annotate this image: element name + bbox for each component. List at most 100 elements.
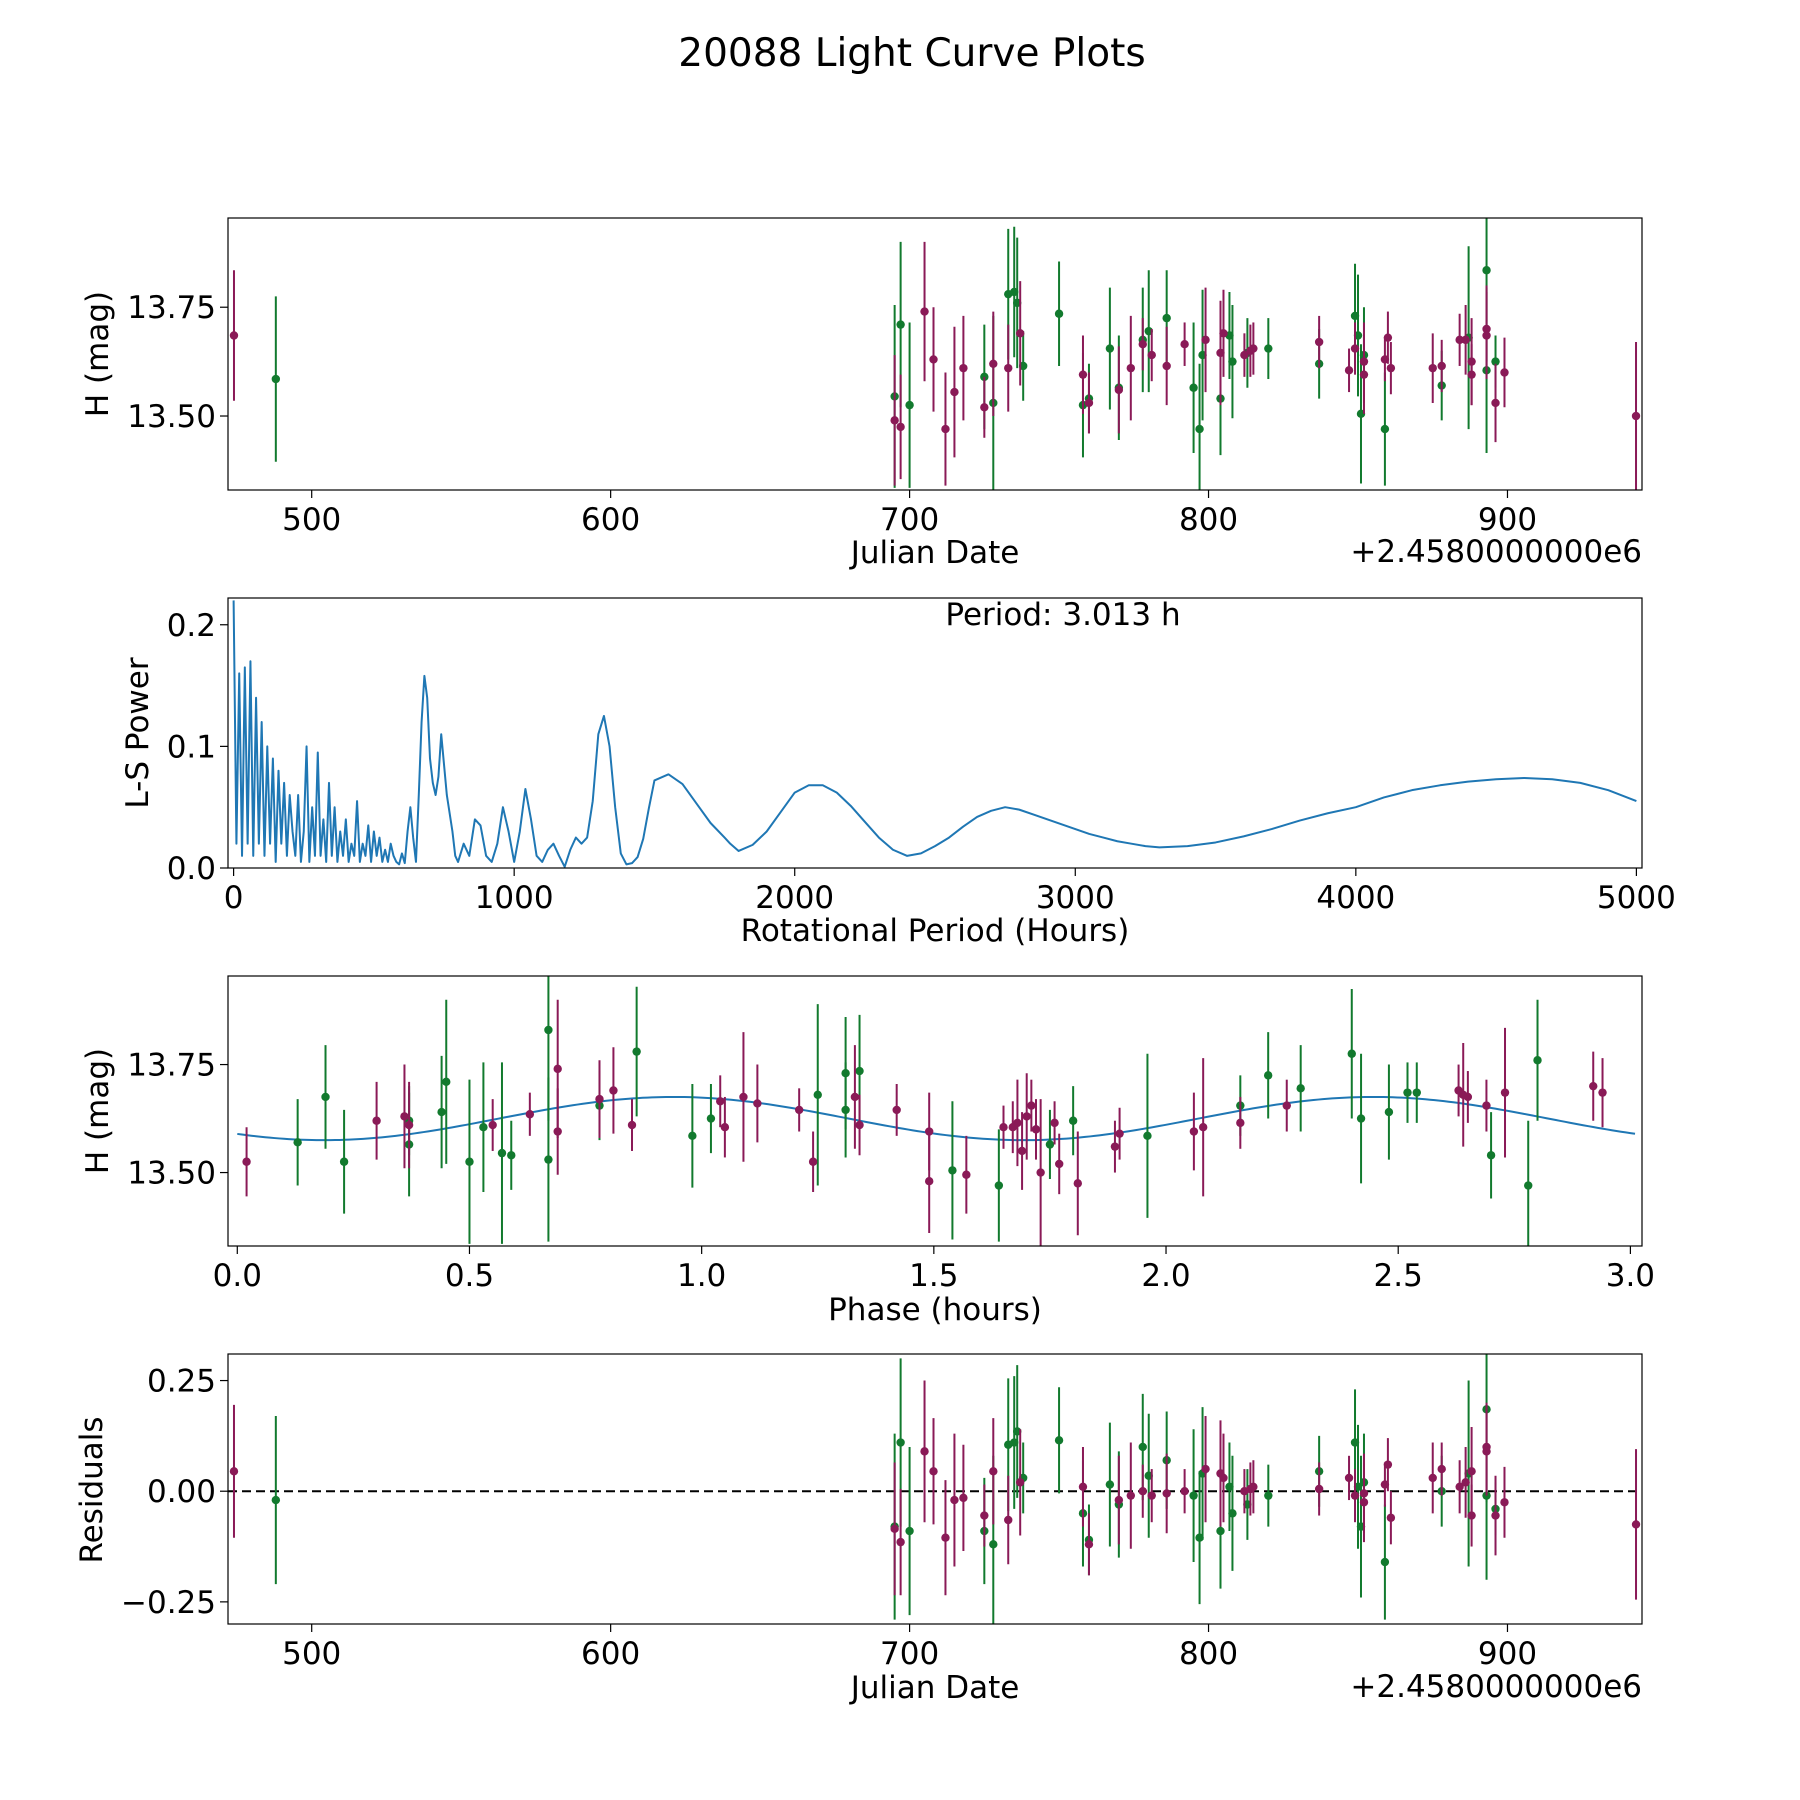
panel3-xtick-label: 0.5 [445, 1258, 494, 1294]
panel3-xtick-label: 2.0 [1141, 1258, 1190, 1294]
panel3-point-magenta [1013, 1118, 1022, 1128]
panel4-point-magenta [1455, 1482, 1464, 1491]
panel4-point-magenta [229, 1467, 239, 1476]
panel4-point-green [905, 1526, 914, 1536]
panel4-point-magenta [1249, 1482, 1258, 1491]
panel4-point-magenta [1359, 1498, 1369, 1507]
panel4-marks [228, 1354, 1642, 1624]
panel4-point-magenta [1201, 1464, 1210, 1474]
panel3-point-green [855, 1066, 864, 1076]
panel3-point-magenta [1073, 1179, 1082, 1188]
panel3-point-magenta [1198, 1123, 1208, 1132]
panel4-point-green [896, 1438, 905, 1447]
panel4-xtick-label: 600 [581, 1636, 640, 1672]
panel2-ylabel: L-S Power [120, 657, 156, 808]
panel4-point-green [1138, 1442, 1147, 1452]
panel1-point-magenta [980, 403, 989, 412]
panel3-point-magenta [1463, 1092, 1473, 1102]
panel4-point-magenta [1180, 1487, 1189, 1496]
panel4-point-magenta [929, 1467, 938, 1476]
panel4-point-magenta [1147, 1491, 1156, 1500]
panel2-marks [232, 600, 1637, 868]
panel3-ylabel: H (mag) [80, 1048, 116, 1174]
panel4-point-magenta [1084, 1540, 1094, 1549]
panel1-frame [227, 217, 1643, 491]
panel3-point-green [497, 1148, 507, 1158]
panel3-point-magenta [1036, 1168, 1045, 1177]
panel4-point-green [1380, 1557, 1390, 1567]
panel-periodogram: 0 1000 2000 3000 4000 5000 0.0 0.1 0.2 Period: 3… [120, 597, 1676, 949]
panel4-point-magenta [1461, 1478, 1470, 1487]
panel3-point-green [479, 1123, 488, 1132]
panel-residuals: 500 600 700 800 900 −0.25 0.00 0.25 Julian Date… [74, 1353, 1643, 1706]
panel2-xtick-label: 1000 [475, 880, 554, 916]
panel3-point-green [813, 1090, 822, 1100]
panel3-ticks: 0.0 0.5 1.0 1.5 2.0 2.5 3.0 13.50 13.75 [127, 1048, 1655, 1294]
panel3-point-magenta [553, 1127, 562, 1136]
panel3-point-green [1263, 1071, 1273, 1080]
panel1-point-magenta [1314, 337, 1324, 347]
panel4-point-magenta [1467, 1467, 1476, 1476]
panel3-point-magenta [924, 1177, 934, 1186]
panel3-point-green [293, 1138, 302, 1147]
panel1-point-magenta [1350, 344, 1360, 353]
panel4-xtick-label: 500 [282, 1636, 341, 1672]
panel3-marks [237, 976, 1636, 1246]
panel1-point-green [905, 400, 914, 410]
panel1-point-magenta [1240, 350, 1249, 360]
panel1-point-magenta [1455, 335, 1464, 345]
panel3-point-green [688, 1131, 697, 1141]
panel3-point-green [1045, 1140, 1055, 1149]
panel3-point-magenta [488, 1120, 497, 1130]
panel4-ticks: 500 600 700 800 900 −0.25 0.00 0.25 [121, 1364, 1537, 1672]
panel4-point-magenta [896, 1537, 905, 1547]
panel1-point-magenta [1491, 398, 1500, 408]
panel3-point-magenta [850, 1092, 860, 1102]
panel1-point-magenta [1180, 340, 1189, 349]
panel3-point-green [1296, 1084, 1305, 1093]
panel1-ticks: 500 600 700 800 900 13.50 13.75 [127, 290, 1537, 538]
panel3-ytick-label: 13.50 [127, 1156, 216, 1192]
panel3-point-magenta [1589, 1081, 1598, 1091]
panel1-point-magenta [941, 424, 950, 434]
panel3-point-magenta [1050, 1118, 1059, 1128]
panel1-point-green [1195, 424, 1204, 434]
panel3-point-green [1384, 1107, 1394, 1117]
panel1-point-magenta [1004, 363, 1013, 373]
panel4-point-magenta [1467, 1511, 1476, 1520]
panel4-ylabel: Residuals [74, 1416, 110, 1563]
panel1-point-green [1482, 266, 1491, 275]
panel3-point-magenta [1500, 1088, 1510, 1097]
panel3-point-magenta [720, 1123, 730, 1132]
panel3-xtick-label: 2.5 [1374, 1258, 1423, 1294]
panel3-point-green [1143, 1131, 1152, 1141]
panel3-xtick-label: 1.5 [909, 1258, 958, 1294]
panel4-frame [227, 1353, 1643, 1625]
panel3-point-green [321, 1092, 330, 1102]
panel3-point-magenta [1282, 1101, 1291, 1110]
panel1-point-magenta [1201, 335, 1210, 345]
panel3-xtick-label: 3.0 [1606, 1258, 1655, 1294]
panel3-point-magenta [400, 1112, 409, 1121]
panel3-point-magenta [1031, 1125, 1041, 1134]
panel1-point-magenta [1631, 411, 1641, 421]
panel1-point-magenta [920, 307, 929, 316]
panel1-point-magenta [890, 416, 899, 425]
panel3-xtick-label: 0.0 [213, 1258, 262, 1294]
panel1-point-magenta [896, 422, 905, 432]
panel4-point-magenta [1314, 1484, 1324, 1494]
panel4-point-magenta [980, 1511, 989, 1520]
panel2-ytick-label: 0.2 [167, 608, 216, 644]
panel3-point-magenta [404, 1120, 414, 1130]
panel3-point-magenta [999, 1123, 1008, 1132]
panel3-point-green [1412, 1088, 1421, 1097]
panel1-point-magenta [950, 387, 959, 397]
panel3-point-green [339, 1157, 349, 1166]
panel4-point-magenta [1631, 1520, 1641, 1529]
panel1-offset-label: +2.4580000000e6 [1350, 534, 1642, 570]
panel1-point-magenta [1386, 363, 1396, 373]
panel1-point-green [1228, 357, 1237, 366]
panel3-point-magenta [1236, 1118, 1245, 1128]
panel1-point-green [1491, 357, 1500, 366]
